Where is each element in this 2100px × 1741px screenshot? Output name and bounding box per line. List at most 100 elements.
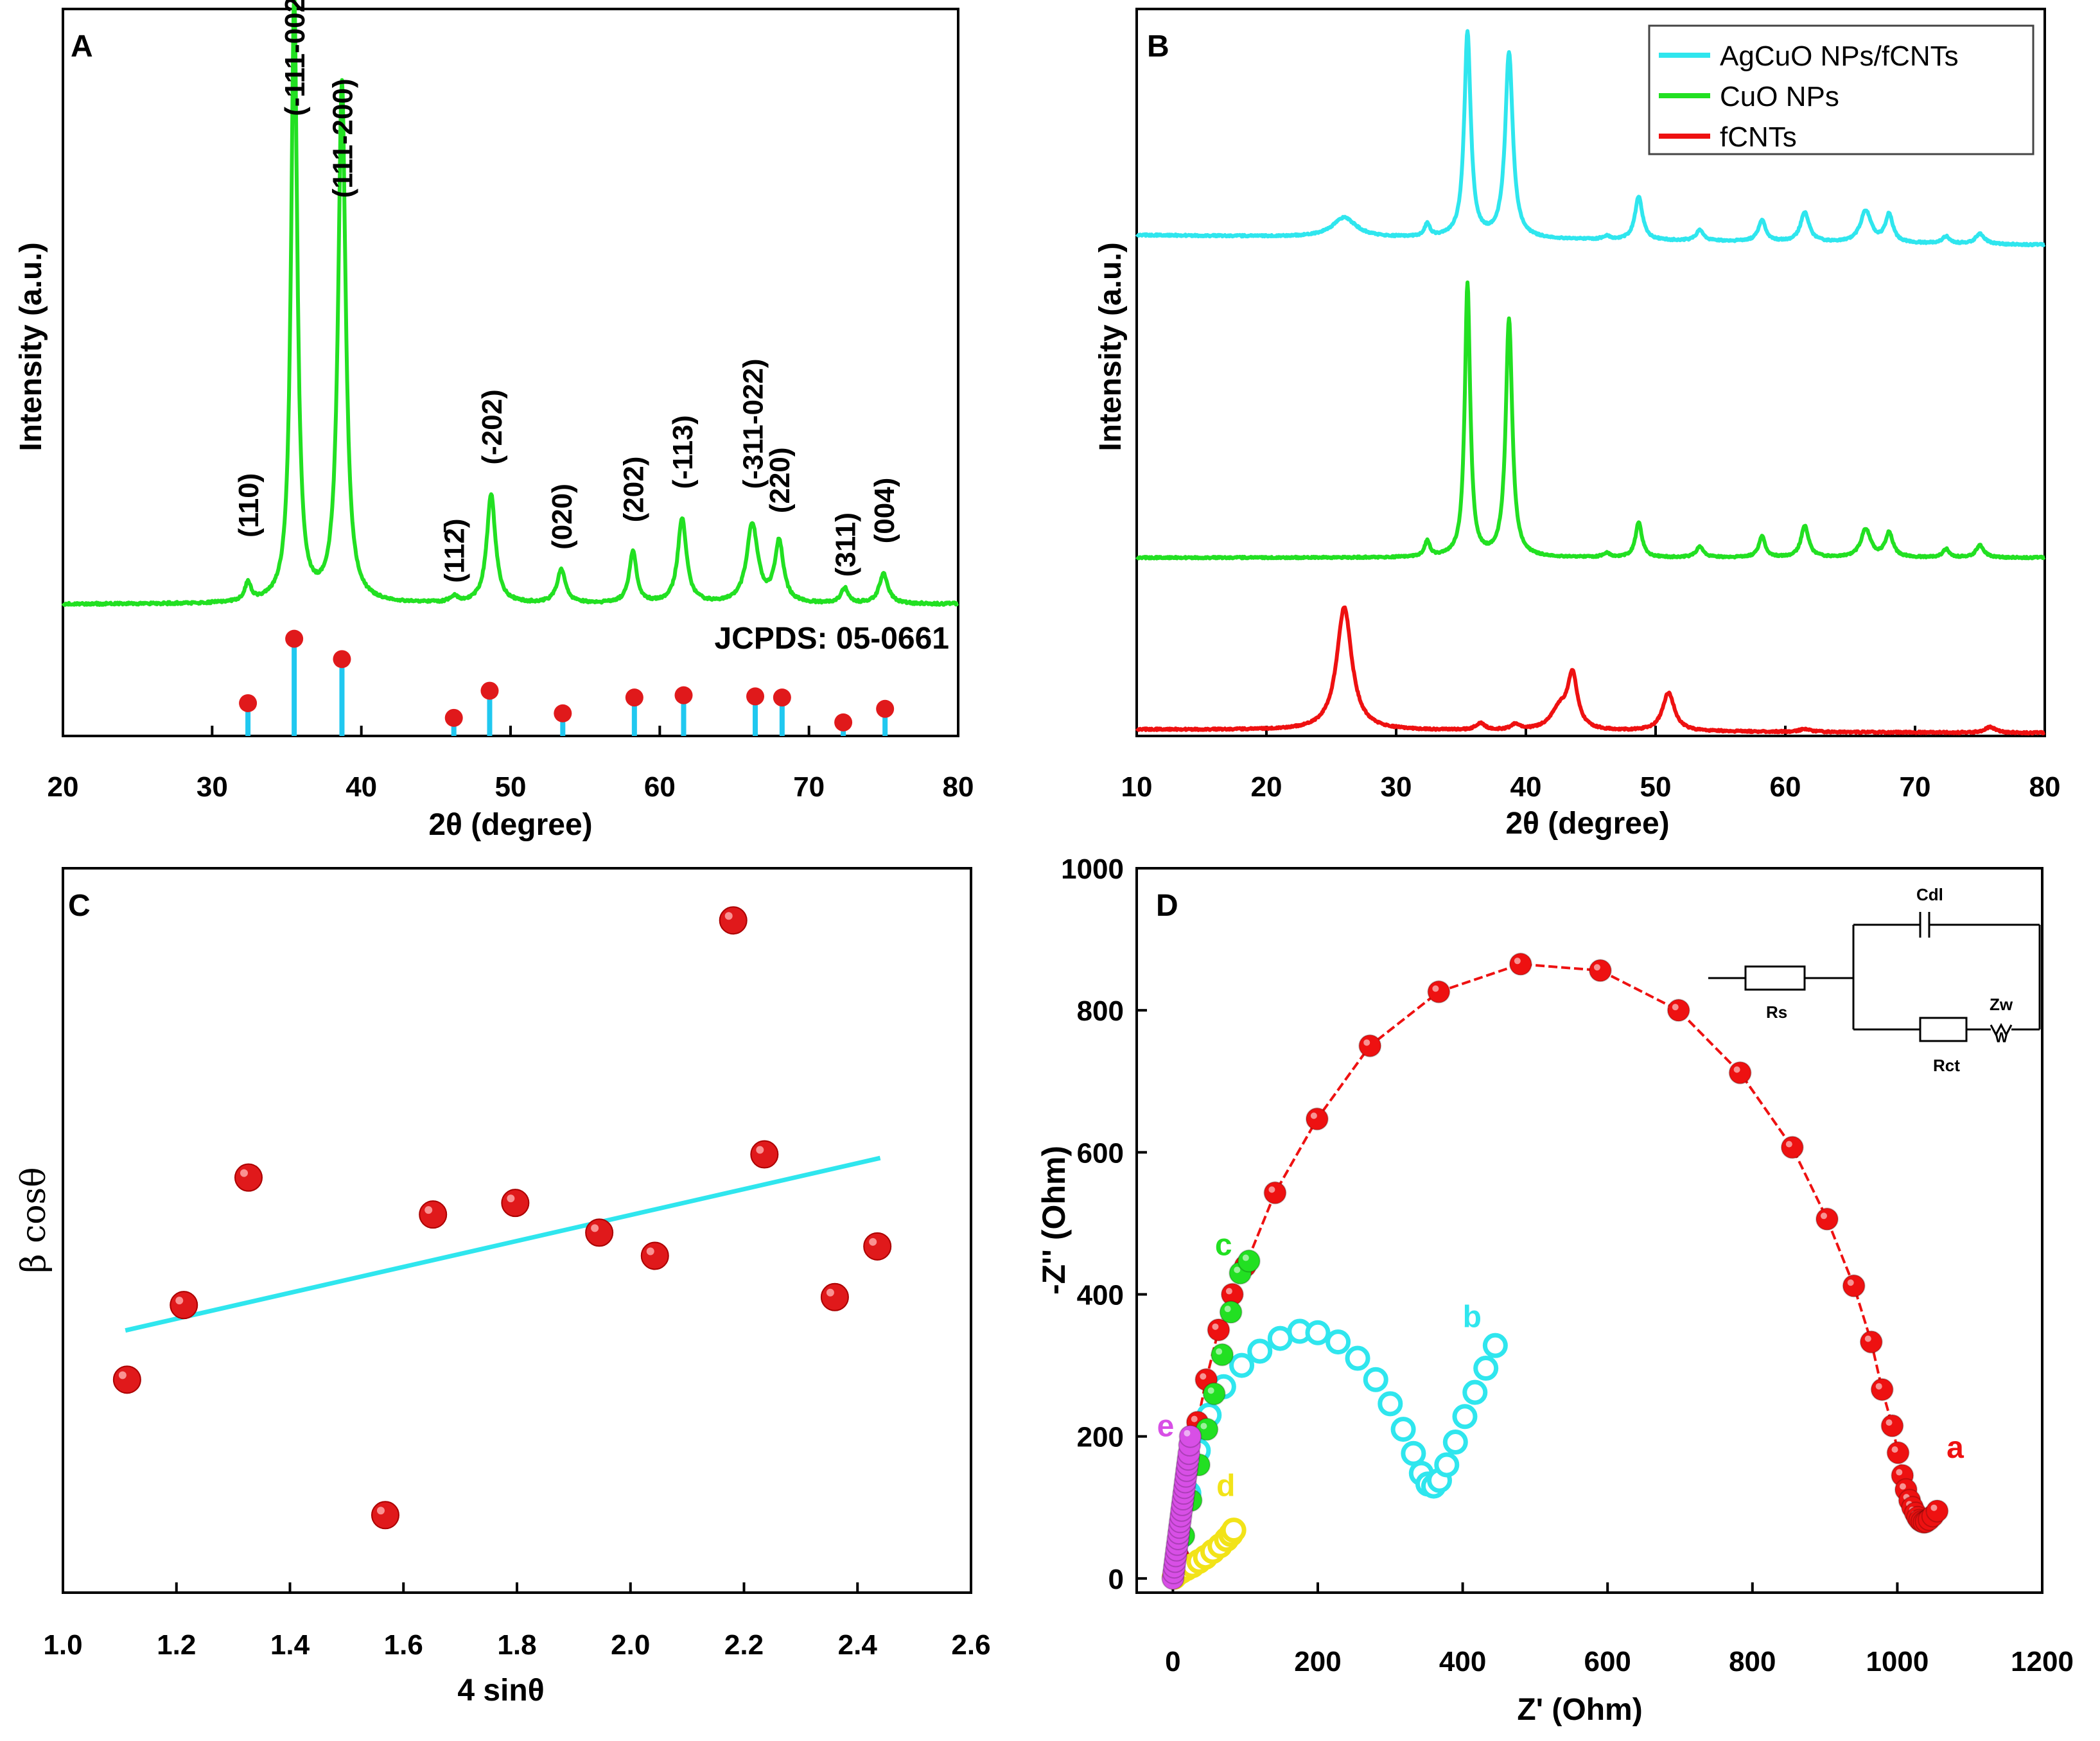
panel-d-point-highlight: [1216, 1348, 1223, 1355]
panel-c-xtick-label: 2.6: [951, 1629, 990, 1661]
panel-c-label: C: [68, 889, 91, 923]
panel-a-cuo-curve: [61, 0, 959, 607]
panel-c-point: [371, 1501, 399, 1530]
panel-d-ytick-label: 0: [1108, 1564, 1124, 1595]
panel-a-reference-dot: [285, 629, 304, 648]
panel-c-point-highlight: [376, 1507, 385, 1515]
panel-c-xtick-label: 1.8: [497, 1629, 536, 1661]
panel-d-ylabel: -Z'' (Ohm): [1036, 1146, 1072, 1295]
panel-d-series-a-line: [1175, 963, 1938, 1572]
panel-a-peak-label: (-202): [477, 389, 508, 464]
panel-c-point: [750, 1140, 779, 1169]
panel-d-series-label-e: e: [1157, 1410, 1175, 1444]
panel-a-peak-label: (220): [764, 447, 796, 513]
panel-a-xlabel: 2θ (degree): [428, 808, 592, 842]
panel-d-xtick-label: 1200: [2011, 1646, 2074, 1677]
panel-d-point-a: [1588, 959, 1612, 983]
panel-d-point-b: [1378, 1391, 1403, 1417]
panel-a-reference-dot: [554, 704, 572, 722]
panel-d-point-highlight: [1785, 1141, 1792, 1148]
panel-d-point-highlight: [1200, 1422, 1207, 1430]
panel-a-reference-dot: [444, 708, 463, 727]
panel-a-peak-label: (020): [547, 484, 578, 550]
panel-b-xlabel: 2θ (degree): [1505, 807, 1669, 841]
panel-a-peak-label: (004): [869, 478, 900, 544]
panel-a-xtick-label: 20: [48, 771, 79, 803]
panel-c-xtick-label: 1.0: [43, 1629, 82, 1661]
panel-a-reference-dot: [746, 687, 765, 706]
panel-b-xtick-label: 80: [2029, 771, 2061, 803]
circuit-label-rct: Rct: [1933, 1056, 1960, 1075]
panel-c: C β cosθ 4 sinθ 1.0 1.2 1.4 1.6 1.8 2.0 2.2 2.4…: [15, 867, 991, 1708]
panel-d-point-c: [1219, 1300, 1243, 1324]
panel-c-ticks: 1.0 1.2 1.4 1.6 1.8 2.0 2.2 2.4 2.6: [43, 1582, 991, 1661]
panel-a-ticks: 20 30 40 50 60 70 80: [48, 726, 974, 803]
panel-d-point-b: [1482, 1333, 1508, 1358]
panel-d-series-label-a: a: [1947, 1431, 1964, 1465]
panel-c-point-highlight: [591, 1224, 599, 1232]
panel-a-peak-label: (202): [618, 457, 650, 523]
panel-d-xlabel: Z' (Ohm): [1517, 1693, 1642, 1727]
panel-d-point-d: [1221, 1518, 1247, 1543]
panel-d-point-e: [1178, 1424, 1202, 1448]
panel-d-series-labels: a b c d e: [1157, 1229, 1964, 1503]
panel-d-point-highlight: [1363, 1039, 1370, 1046]
panel-d-point-highlight: [1896, 1469, 1903, 1476]
panel-c-xtick-label: 1.6: [384, 1629, 423, 1661]
panel-d-point-b: [1390, 1417, 1416, 1442]
panel-c-ylabel: β cosθ: [15, 1167, 53, 1273]
panel-c-point: [501, 1189, 530, 1218]
panel-a-peak-label: (311): [830, 512, 861, 577]
panel-d-label: D: [1156, 889, 1178, 923]
panel-c-point-highlight: [724, 912, 733, 920]
panel-d-point-highlight: [1207, 1387, 1214, 1394]
panel-d-ytick-label: 800: [1077, 995, 1124, 1027]
panel-c-point: [419, 1200, 448, 1229]
panel-d-xtick-label: 0: [1165, 1646, 1180, 1677]
panel-d-point-b: [1401, 1440, 1426, 1466]
panel-d-frame: [1135, 867, 2043, 1594]
panel-d-point-b: [1473, 1356, 1499, 1381]
panel-d-point-highlight: [1875, 1383, 1882, 1390]
panel-d-point-highlight: [1733, 1066, 1740, 1073]
panel-d-point-a: [1886, 1441, 1910, 1465]
panel-c-points: [112, 906, 892, 1530]
panel-d-points: [1161, 952, 1949, 1590]
panel-b-xtick-label: 70: [1900, 771, 1931, 803]
circuit-label-cdl: Cdl: [1916, 885, 1943, 904]
panel-d-point-highlight: [1820, 1212, 1827, 1220]
panel-b: B Intensity (a.u.) 2θ (degree) 10 20 30 40 5…: [1094, 8, 2061, 841]
panel-d-point-a: [1358, 1034, 1382, 1058]
panel-c-point: [640, 1241, 669, 1270]
panel-c-xtick-label: 2.2: [724, 1629, 764, 1661]
panel-c-point: [585, 1218, 614, 1247]
panel-d-series-label-d: d: [1216, 1469, 1235, 1503]
panel-c-point: [719, 906, 748, 935]
panel-b-frame: [1135, 8, 2046, 737]
panel-d-point-highlight: [1191, 1415, 1198, 1422]
panel-c-xtick-label: 1.2: [157, 1629, 196, 1661]
panel-a-reference-dot: [876, 699, 895, 718]
warburg-element-icon: [1990, 1022, 2013, 1037]
circuit-label-zw: Zw: [1990, 995, 2013, 1014]
panel-c-point-highlight: [118, 1371, 127, 1379]
panel-d: D -Z'' (Ohm) Z' (Ohm) 0 200 400 600 800 1000 1…: [1036, 853, 2074, 1727]
panel-a-reference-lines: [239, 629, 895, 736]
panel-c-xtick-label: 2.0: [611, 1629, 650, 1661]
panel-d-series-label-c: c: [1215, 1229, 1232, 1263]
panel-a-peak-label: (-311-022): [737, 358, 769, 489]
panel-d-point-a: [1667, 999, 1690, 1022]
panel-c-point: [234, 1163, 263, 1192]
panel-b-label: B: [1147, 30, 1169, 64]
resistor-rct-icon: [1919, 1017, 1968, 1042]
panel-b-legend-box: [1648, 24, 2034, 155]
panel-d-point-c: [1202, 1382, 1226, 1406]
panel-a-reference-dot: [674, 686, 693, 704]
legend-label-fcnts: fCNTs: [1720, 121, 1797, 153]
panel-d-point-b: [1434, 1452, 1460, 1478]
panel-d-point-a: [1815, 1207, 1839, 1231]
panel-d-ytick-label: 600: [1077, 1137, 1124, 1169]
panel-d-xtick-label: 400: [1439, 1646, 1486, 1677]
panel-c-point: [820, 1282, 849, 1311]
legend-label-cuo: CuO NPs: [1720, 81, 1839, 112]
